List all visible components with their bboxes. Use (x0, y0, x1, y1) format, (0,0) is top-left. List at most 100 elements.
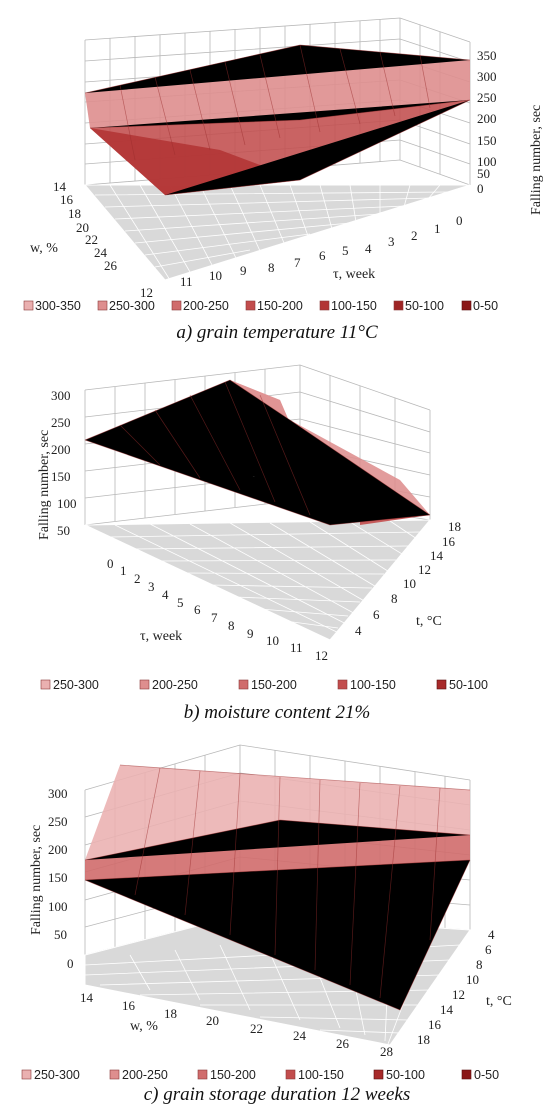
z-tick: 200 (48, 842, 68, 857)
chart-a: 350 300 250 200 150 100 50 0 Falling num… (23, 17, 544, 343)
z-tick: 250 (48, 814, 68, 829)
x-tick: 12 (315, 648, 328, 663)
y-tick: 4 (355, 623, 362, 638)
x-tick: 1 (120, 563, 127, 578)
chart-b-x-ticks: 0 1 2 3 4 5 6 7 8 9 10 11 12 (107, 556, 328, 663)
legend-swatch (40, 679, 51, 690)
y-tick: 18 (448, 519, 461, 534)
x-tick: 10 (209, 268, 222, 283)
legend-entry: 50-100 (386, 1068, 425, 1082)
x-tick: 20 (206, 1013, 219, 1028)
chart-a-z-ticks: 350 300 250 200 150 100 50 0 (477, 48, 497, 196)
chart-c: 300 250 200 150 100 50 0 Falling number,… (21, 744, 512, 1105)
y-tick: 6 (485, 942, 492, 957)
chart-a-floor (83, 184, 471, 281)
legend-swatch (436, 679, 447, 690)
legend-entry: 150-200 (257, 299, 303, 313)
legend-entry: 0-50 (473, 299, 498, 313)
x-tick: 1 (434, 221, 441, 236)
chart-a-caption: a) grain temperature 11°C (176, 322, 378, 343)
y-tick: 16 (428, 1017, 442, 1032)
chart-b-y-ticks: 4 6 8 10 12 14 16 18 (355, 519, 461, 638)
legend-entry: 250-300 (53, 678, 99, 692)
z-tick: 150 (48, 870, 68, 885)
chart-c-legend: 250-300 200-250 150-200 100-150 50-100 0… (21, 1068, 499, 1082)
y-tick: 12 (452, 987, 465, 1002)
chart-c-surface (84, 764, 471, 1011)
z-tick: 150 (51, 469, 71, 484)
x-tick: 3 (388, 234, 395, 249)
z-tick: 250 (51, 415, 71, 430)
legend-swatch (373, 1069, 384, 1080)
chart-b-floor (84, 519, 432, 641)
x-tick: 14 (80, 990, 94, 1005)
y-tick: 8 (476, 957, 483, 972)
x-tick: 2 (134, 571, 141, 586)
chart-b-caption: b) moisture content 21% (184, 702, 371, 723)
x-tick: 9 (247, 626, 254, 641)
legend-swatch (337, 679, 348, 690)
legend-entry: 300-350 (35, 299, 81, 313)
x-tick: 16 (122, 998, 136, 1013)
x-tick: 4 (162, 587, 169, 602)
legend-entry: 250-300 (34, 1068, 80, 1082)
z-tick: 0 (477, 181, 484, 196)
z-tick: 100 (477, 154, 497, 169)
x-tick: 6 (319, 248, 326, 263)
legend-swatch (285, 1069, 296, 1080)
legend-swatch (197, 1069, 208, 1080)
x-tick: 5 (177, 595, 184, 610)
x-tick: 7 (294, 255, 301, 270)
z-tick: 300 (48, 786, 68, 801)
legend-swatch (171, 300, 182, 311)
legend-swatch (393, 300, 404, 311)
y-tick: 16 (60, 192, 74, 207)
x-tick: 3 (148, 579, 155, 594)
legend-entry: 100-150 (331, 299, 377, 313)
legend-entry: 150-200 (251, 678, 297, 692)
z-tick: 200 (477, 111, 497, 126)
chart-c-x-ticks: 14 16 18 20 22 24 26 28 (80, 990, 393, 1059)
chart-c-y-ticks: 4 6 8 10 12 14 16 18 (417, 927, 495, 1047)
legend-entry: 0-50 (474, 1068, 499, 1082)
chart-a-x-ticks: 0 1 2 3 4 5 6 7 8 9 10 11 12 (140, 213, 463, 300)
x-tick: 10 (266, 633, 279, 648)
x-tick: 18 (164, 1006, 177, 1021)
x-tick: 11 (290, 640, 303, 655)
y-tick: 4 (488, 927, 495, 942)
z-tick: 50 (57, 523, 70, 538)
z-tick: 150 (477, 133, 497, 148)
y-tick: 8 (391, 591, 398, 606)
chart-a-x-label: τ, week (333, 267, 375, 282)
z-tick: 300 (51, 388, 71, 403)
x-tick: 24 (293, 1028, 307, 1043)
y-tick: 16 (442, 534, 456, 549)
z-tick: 100 (48, 899, 68, 914)
y-tick: 24 (94, 245, 108, 260)
chart-a-y-label: w, % (30, 241, 58, 256)
x-tick: 22 (250, 1021, 263, 1036)
x-tick: 2 (411, 228, 418, 243)
chart-b-x-label: τ, week (140, 629, 182, 644)
x-tick: 5 (342, 243, 349, 258)
legend-swatch (319, 300, 330, 311)
y-tick: 12 (418, 562, 431, 577)
chart-a-legend: 300-350 250-300 200-250 150-200 100-150 … (23, 299, 498, 313)
legend-entry: 200-250 (122, 1068, 168, 1082)
y-tick: 10 (466, 972, 479, 987)
legend-entry: 50-100 (449, 678, 488, 692)
z-tick: 250 (477, 90, 497, 105)
x-tick: 26 (336, 1036, 350, 1051)
y-tick: 6 (373, 607, 380, 622)
chart-b: 300 250 200 150 100 50 Falling number, s… (37, 364, 488, 723)
y-tick: 10 (403, 576, 416, 591)
y-tick: 18 (68, 206, 81, 221)
z-tick: 50 (477, 166, 490, 181)
z-tick: 200 (51, 442, 71, 457)
chart-b-z-label: Falling number, sec (37, 430, 52, 540)
y-tick: 14 (440, 1002, 454, 1017)
chart-c-z-label: Falling number, sec (29, 825, 44, 935)
legend-entry: 250-300 (109, 299, 155, 313)
x-tick: 0 (107, 556, 114, 571)
